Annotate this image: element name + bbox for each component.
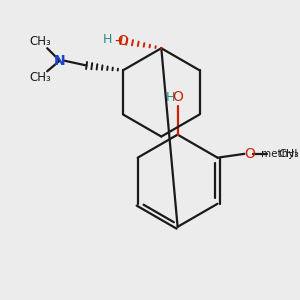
Text: -: - xyxy=(114,33,120,48)
Text: H: H xyxy=(166,91,176,104)
Text: O: O xyxy=(172,90,183,104)
Text: CH₃: CH₃ xyxy=(278,149,299,159)
Text: methyl: methyl xyxy=(261,149,297,159)
Text: O: O xyxy=(244,147,255,161)
Text: CH₃: CH₃ xyxy=(30,35,51,48)
Text: N: N xyxy=(54,54,65,68)
Text: O: O xyxy=(118,34,128,47)
Text: CH₃: CH₃ xyxy=(30,71,51,85)
Text: H: H xyxy=(103,33,112,46)
